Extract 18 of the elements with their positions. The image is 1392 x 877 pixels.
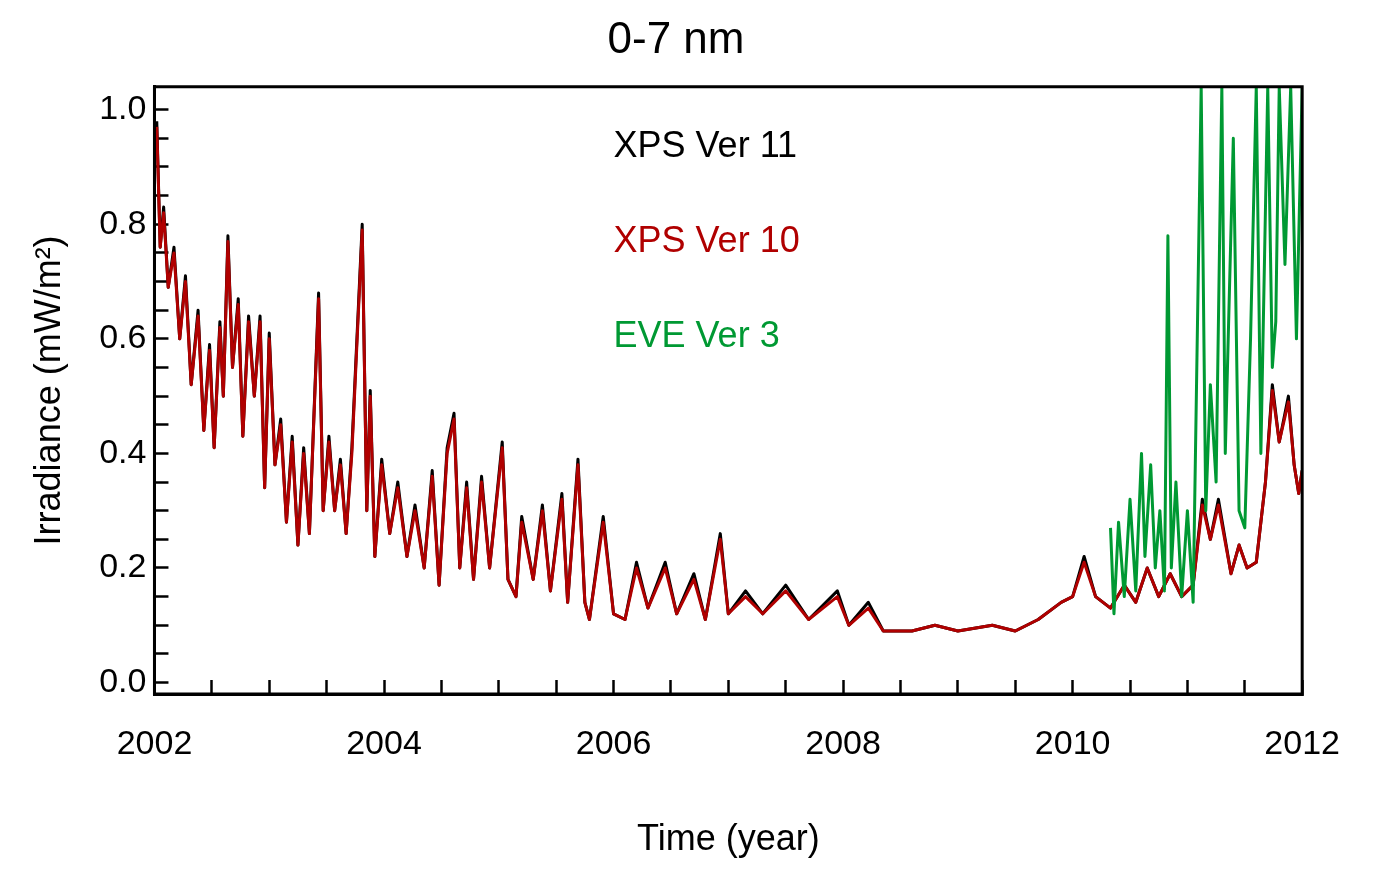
- x-tick-label: 2006: [575, 722, 652, 761]
- y-tick-label: 0.2: [99, 546, 147, 585]
- y-tick-label: 0.4: [99, 431, 147, 470]
- x-tick-label: 2012: [1264, 722, 1340, 761]
- y-tick-label: 0.0: [99, 660, 147, 699]
- x-tick-label: 2004: [346, 722, 422, 761]
- y-tick-label: 0.8: [99, 202, 147, 241]
- y-tick-label: 0.6: [99, 317, 147, 356]
- y-tick-label: 1.0: [99, 88, 147, 127]
- chart-title: 0-7 nm: [607, 12, 745, 62]
- x-axis-title: Time (year): [636, 817, 820, 859]
- x-tick-label: 2010: [1034, 722, 1111, 761]
- x-tick-label: 2008: [805, 722, 881, 761]
- x-tick-label: 2002: [116, 722, 193, 761]
- text: XPS Ver 11: [613, 124, 797, 166]
- text: EVE Ver 3: [613, 314, 780, 356]
- y-axis-title: Irradiance (mW/m²): [26, 235, 68, 546]
- text: XPS Ver 10: [613, 219, 800, 261]
